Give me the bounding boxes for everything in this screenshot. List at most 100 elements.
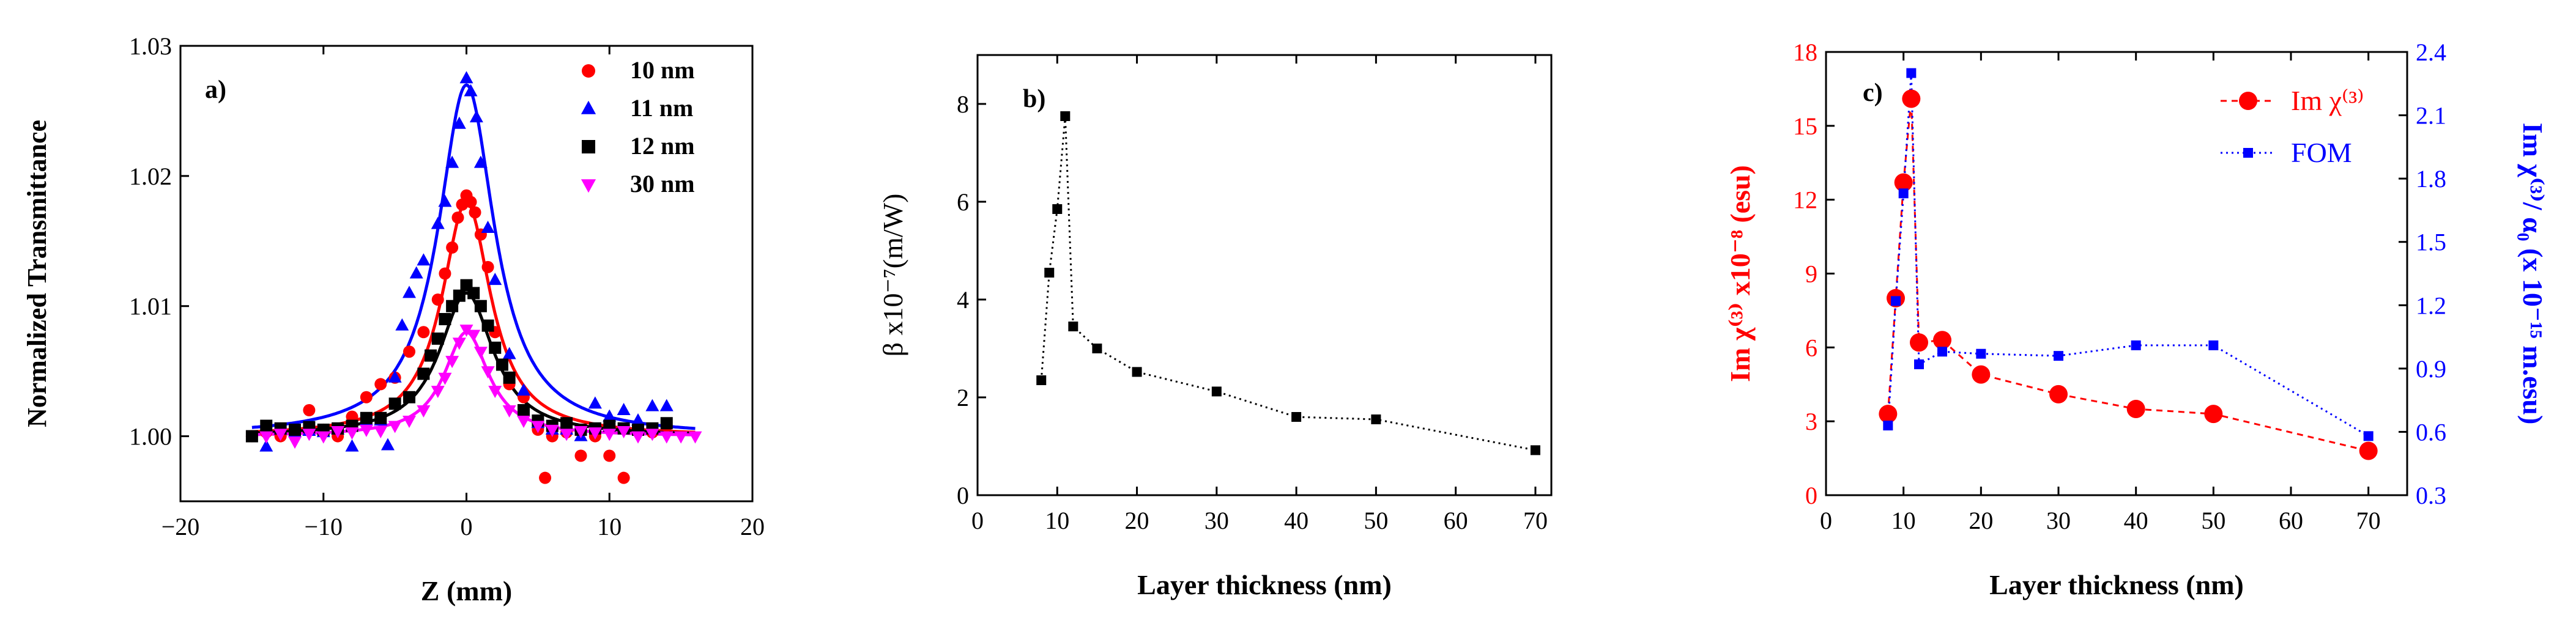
panel-a-data-point xyxy=(388,397,401,410)
panel-a-data-point xyxy=(439,313,451,325)
panel-b-y-tick-label: 0 xyxy=(957,482,969,509)
panel-b-y-axis-label: β x10⁻⁷(m/W) xyxy=(877,194,908,357)
panel-c-right-y-tick-label: 0.9 xyxy=(2416,355,2446,383)
panel-c-y-right-axis-label: Im χ⁽³⁾/ α₀ (x 10⁻¹⁵ m.esu) xyxy=(2517,123,2548,425)
panel-c-left-y-tick-label: 12 xyxy=(1793,186,1817,214)
panel-b-data-point xyxy=(1068,322,1078,331)
panel-a-data-point xyxy=(331,426,345,439)
panel-c-chi3-point xyxy=(1910,333,1928,352)
panel-a-data-point xyxy=(496,358,508,371)
panel-a-data-point xyxy=(659,399,674,411)
panel-a-data-point xyxy=(588,396,602,409)
panel-c-right-y-tick-label: 1.8 xyxy=(2416,165,2446,193)
panel-c-fom-point xyxy=(2363,431,2374,441)
panel-a-data-point xyxy=(431,386,445,399)
panel-c-x-tick-label: 60 xyxy=(2279,507,2303,534)
panel-a-data-point xyxy=(316,431,330,444)
panel-a-data-point xyxy=(417,253,431,266)
panel-a-fit-curve-0 xyxy=(251,200,696,434)
panel-a-data-point xyxy=(574,449,587,462)
panel-a-data-point xyxy=(539,471,552,484)
panel-a-data-point xyxy=(302,429,316,441)
panel-c-left-y-tick-label: 9 xyxy=(1805,260,1817,288)
panel-a-data-point xyxy=(645,429,659,441)
panel-b-series-line xyxy=(1040,116,1536,451)
panel-a-data-point xyxy=(467,287,480,300)
panel-c-x-tick-label: 70 xyxy=(2356,507,2381,534)
panel-a-data-point xyxy=(545,424,559,437)
panel-c-chi3-point xyxy=(2049,385,2068,403)
panel-a-data-point xyxy=(345,439,359,452)
panel-a-data-point xyxy=(289,423,301,436)
panel-a-x-tick-label: 10 xyxy=(597,513,622,540)
panel-a-data-point xyxy=(481,319,494,332)
panel-a-data-point xyxy=(674,431,688,444)
panel-a-legend-marker xyxy=(582,140,595,153)
panel-b-beta-chart: 0 10 20 30 40 50 60 70 0 2 4 6 8 b) Layer thickness (n… xyxy=(877,54,1553,600)
panel-a-data-point xyxy=(560,417,573,430)
panel-a-data-point xyxy=(502,405,516,418)
panel-c-fom-point xyxy=(1906,68,1917,78)
panel-a-data-point xyxy=(474,300,487,312)
panel-b-x-tick-label: 60 xyxy=(1444,507,1468,534)
panel-c-right-y-tick-label: 2.4 xyxy=(2416,39,2446,66)
panel-c-legend-label: Im χ⁽³⁾ xyxy=(2291,85,2364,116)
panel-c-x-tick-label: 20 xyxy=(1969,507,1993,534)
panel-c-chi3-point xyxy=(2359,441,2378,460)
panel-b-x-tick-label: 20 xyxy=(1125,507,1149,534)
panel-a-data-point xyxy=(459,71,473,84)
panel-a-data-point xyxy=(431,216,445,229)
panel-b-data-point xyxy=(1371,414,1381,424)
panel-a-data-point xyxy=(481,366,495,379)
panel-a-y-axis-label: Normalized Transmittance xyxy=(22,120,52,427)
panel-a-data-point xyxy=(288,436,302,449)
panel-c-chi3-point xyxy=(2126,400,2145,419)
panel-c-y-left-axis-label: Im χ⁽³⁾ x10⁻⁸ (esu) xyxy=(1724,165,1756,382)
panel-a-legend-label: 12 nm xyxy=(630,132,695,160)
panel-a-data-point xyxy=(467,330,481,342)
panel-a-data-point xyxy=(617,403,631,415)
panel-a-data-point xyxy=(631,431,645,444)
panel-a-data-point xyxy=(688,431,702,444)
panel-a-y-tick-label: 1.00 xyxy=(129,423,172,451)
panel-a-data-point xyxy=(502,347,516,359)
panel-b-data-point xyxy=(1092,344,1102,353)
panel-c-right-y-tick-label: 0.6 xyxy=(2416,418,2446,446)
panel-a-data-point xyxy=(388,421,402,433)
panel-a-data-point xyxy=(259,439,273,452)
panel-c-series-line-1 xyxy=(1887,73,2369,437)
panel-c-chi3-point xyxy=(2204,405,2223,424)
panel-a-data-point xyxy=(260,419,273,432)
panel-c-chi3-fom-chart: 0 10 20 30 40 50 60 70 0 3 6 9 12 15 18 0.3 0.6 0.9 1.2 1.5… xyxy=(1724,39,2548,600)
panel-a-data-point xyxy=(395,318,409,331)
panel-c-fom-point xyxy=(1937,347,1947,357)
panel-b-data-point xyxy=(1211,386,1222,397)
panel-c-legend-label: FOM xyxy=(2291,137,2352,168)
panel-a-data-point xyxy=(464,196,477,208)
panel-b-x-tick-label: 50 xyxy=(1364,507,1388,534)
panel-a-data-point xyxy=(360,391,373,403)
panel-c-chi3-point xyxy=(1879,405,1898,424)
panel-c-x-tick-label: 50 xyxy=(2201,507,2225,534)
panel-a-data-point xyxy=(438,372,452,385)
panel-c-x-tick-label: 0 xyxy=(1820,507,1832,534)
panel-a-data-point xyxy=(345,427,359,440)
panel-b-x-tick-label: 70 xyxy=(1523,507,1548,534)
panel-a-zscan-chart: −20 −10 0 10 20 1.00 1.01 1.02 1.03 a) 10 nm 11 nm 1… xyxy=(22,32,765,606)
panel-c-left-y-tick-label: 18 xyxy=(1793,39,1817,66)
panel-a-legend-marker xyxy=(581,100,596,114)
panel-a-label: a) xyxy=(205,76,226,104)
panel-c-right-y-tick-label: 1.5 xyxy=(2416,229,2446,256)
panel-a-y-tick-label: 1.02 xyxy=(129,163,172,190)
panel-a-y-tick-label: 1.03 xyxy=(129,32,172,60)
panel-c-chi3-point xyxy=(1933,331,1951,350)
panel-a-data-point xyxy=(617,471,630,484)
panel-a-data-point xyxy=(417,326,430,339)
panel-c-fom-point xyxy=(1898,188,1909,199)
panel-a-fit-curve-1 xyxy=(251,83,696,430)
panel-a-data-point xyxy=(303,404,316,416)
panel-a-data-point xyxy=(446,241,459,254)
panel-a-data-point xyxy=(473,155,488,168)
panel-a-data-point xyxy=(438,194,452,207)
